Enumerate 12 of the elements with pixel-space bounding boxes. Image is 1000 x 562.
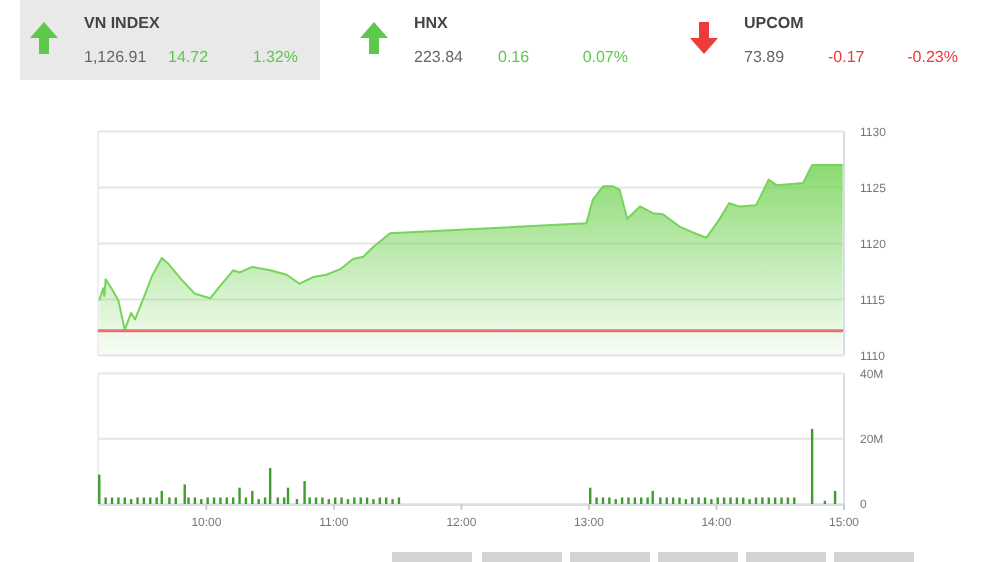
text: -0.23%	[907, 48, 958, 66]
text: 0.16	[498, 48, 531, 66]
text: 1.32%	[252, 48, 298, 66]
text: 73.89	[744, 48, 786, 66]
text: HNX	[414, 14, 450, 32]
text: 14.72	[168, 48, 210, 66]
text: VN INDEX	[84, 14, 161, 32]
text: 223.84	[414, 48, 465, 66]
text: UPCOM	[744, 14, 805, 32]
text: -0.17	[828, 48, 866, 66]
text: 1,126.91	[84, 48, 148, 66]
text: 0.07%	[582, 48, 628, 66]
